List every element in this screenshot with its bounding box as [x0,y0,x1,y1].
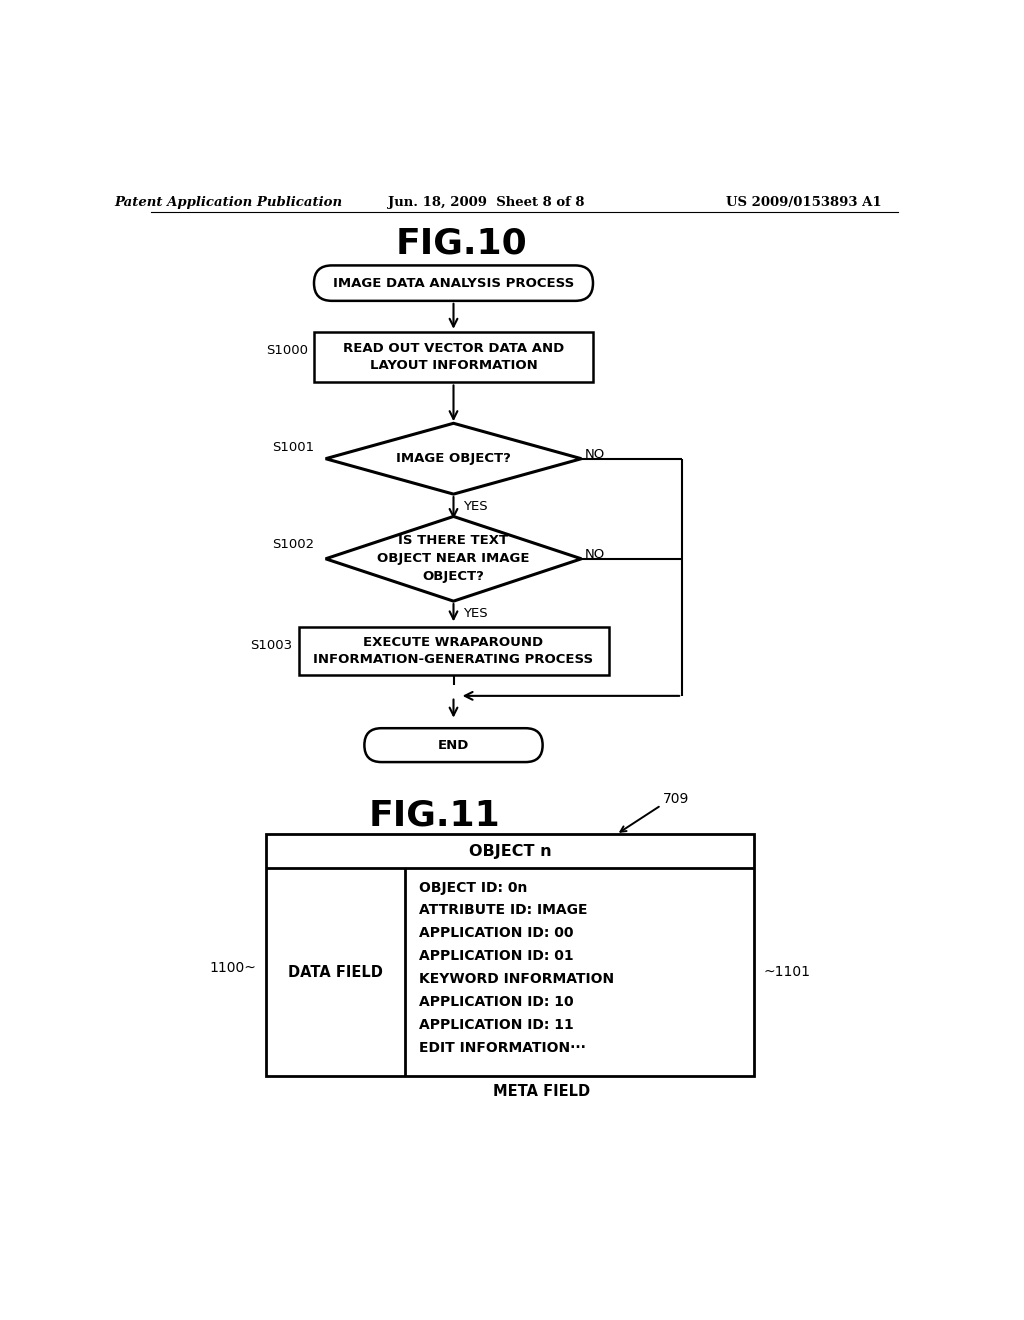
FancyBboxPatch shape [314,265,593,301]
Text: EXECUTE WRAPAROUND
INFORMATION-GENERATING PROCESS: EXECUTE WRAPAROUND INFORMATION-GENERATIN… [313,636,594,667]
Text: FIG.11: FIG.11 [369,799,500,832]
Text: APPLICATION ID: 01: APPLICATION ID: 01 [420,949,574,964]
Text: US 2009/0153893 A1: US 2009/0153893 A1 [726,195,882,209]
Text: YES: YES [463,607,487,620]
Bar [299,627,608,675]
Text: IMAGE DATA ANALYSIS PROCESS: IMAGE DATA ANALYSIS PROCESS [333,277,574,289]
Text: S1002: S1002 [272,539,314,552]
Text: META FIELD: META FIELD [493,1084,590,1100]
Bar [266,834,755,1076]
Text: READ OUT VECTOR DATA AND
LAYOUT INFORMATION: READ OUT VECTOR DATA AND LAYOUT INFORMAT… [343,342,564,372]
Text: NO: NO [586,548,605,561]
Bar [314,331,593,383]
Text: EDIT INFORMATION···: EDIT INFORMATION··· [420,1041,587,1055]
Text: DATA FIELD: DATA FIELD [289,965,383,979]
Text: END: END [438,739,469,751]
Text: NO: NO [586,449,605,462]
Text: APPLICATION ID: 11: APPLICATION ID: 11 [420,1018,574,1032]
Polygon shape [326,516,582,601]
Text: OBJECT ID: 0n: OBJECT ID: 0n [420,880,527,895]
Text: S1003: S1003 [250,639,292,652]
Polygon shape [326,424,582,494]
Text: FIG.10: FIG.10 [395,226,527,260]
Text: ATTRIBUTE ID: IMAGE: ATTRIBUTE ID: IMAGE [420,903,588,917]
Text: APPLICATION ID: 00: APPLICATION ID: 00 [420,927,573,940]
Text: Jun. 18, 2009  Sheet 8 of 8: Jun. 18, 2009 Sheet 8 of 8 [388,195,585,209]
FancyBboxPatch shape [365,729,543,762]
Text: S1000: S1000 [266,345,308,358]
Text: Patent Application Publication: Patent Application Publication [115,195,343,209]
Text: OBJECT n: OBJECT n [469,843,551,859]
Text: KEYWORD INFORMATION: KEYWORD INFORMATION [420,972,614,986]
Text: 1100~: 1100~ [210,961,257,975]
Text: YES: YES [463,500,487,513]
Text: ~1101: ~1101 [764,965,811,979]
Text: S1001: S1001 [272,441,314,454]
Text: 709: 709 [663,792,689,807]
Text: APPLICATION ID: 10: APPLICATION ID: 10 [420,995,574,1008]
Text: IMAGE OBJECT?: IMAGE OBJECT? [396,453,511,465]
Text: IS THERE TEXT
OBJECT NEAR IMAGE
OBJECT?: IS THERE TEXT OBJECT NEAR IMAGE OBJECT? [377,535,529,583]
